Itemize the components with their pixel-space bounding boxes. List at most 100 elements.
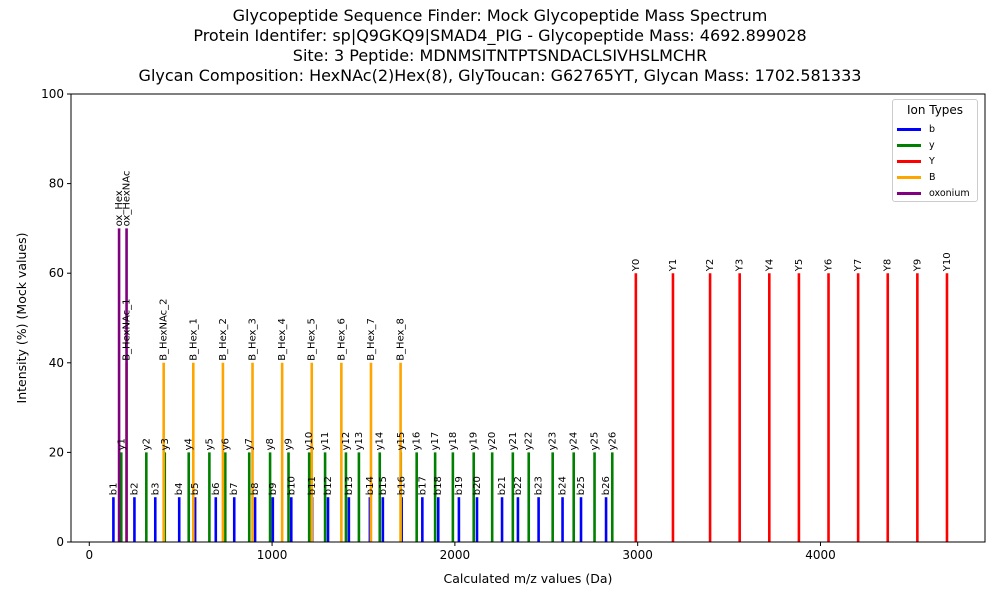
bar-label-b24: b24 xyxy=(558,476,569,495)
bar-label-y5: y5 xyxy=(204,438,215,450)
bars-layer xyxy=(112,228,949,542)
chart-title: Glycopeptide Sequence Finder: Mock Glyco… xyxy=(0,6,1000,86)
legend-item-Y: Y xyxy=(893,153,977,169)
legend-item-y: y xyxy=(893,137,977,153)
bar-label-B_HexNAc_2: B_HexNAc_2 xyxy=(159,299,170,361)
bar-label-b25: b25 xyxy=(576,476,587,495)
bar-label-Y3: Y3 xyxy=(735,259,746,272)
bar-label-Y7: Y7 xyxy=(853,259,864,272)
bar-label-y12: y12 xyxy=(341,432,352,451)
legend-swatch-oxonium xyxy=(897,191,921,195)
bar-label-y23: y23 xyxy=(548,432,559,451)
bar-label-Y9: Y9 xyxy=(912,259,923,272)
bar-label-y7: y7 xyxy=(244,438,255,450)
bar-label-b18: b18 xyxy=(433,476,444,495)
legend-swatch-b xyxy=(897,127,921,131)
bar-label-B_Hex_1: B_Hex_1 xyxy=(188,318,199,361)
legend-label-Y: Y xyxy=(929,155,935,167)
bar-label-b3: b3 xyxy=(150,482,161,495)
y-tick-label: 0 xyxy=(56,535,64,549)
bar-label-y6: y6 xyxy=(220,438,231,450)
bar-label-b26: b26 xyxy=(601,476,612,495)
bar-label-y15: y15 xyxy=(396,432,407,451)
bar-label-y21: y21 xyxy=(508,432,519,451)
bar-label-B_Hex_6: B_Hex_6 xyxy=(336,318,347,361)
bar-label-b13: b13 xyxy=(344,476,355,495)
bar-label-y11: y11 xyxy=(320,432,331,451)
x-tick-label: 0 xyxy=(85,548,93,562)
bar-label-b2: b2 xyxy=(129,482,140,495)
bar-label-Y0: Y0 xyxy=(631,259,642,272)
legend-swatch-y xyxy=(897,143,921,147)
bar-label-y22: y22 xyxy=(524,432,535,451)
bar-label-b14: b14 xyxy=(365,476,376,495)
ticks-layer: 0 1000 2000 3000 4000 0 20 40 60 80 100 xyxy=(41,87,836,562)
bar-label-y13: y13 xyxy=(354,432,365,451)
bar-label-y17: y17 xyxy=(430,432,441,451)
bar-label-y1: y1 xyxy=(116,438,127,450)
legend-label-y: y xyxy=(929,139,935,151)
bar-label-y4: y4 xyxy=(184,438,195,450)
bar-label-Y10: Y10 xyxy=(942,252,953,272)
title-line-1: Glycopeptide Sequence Finder: Mock Glyco… xyxy=(232,6,768,25)
x-tick-label: 2000 xyxy=(440,548,471,562)
bar-label-b15: b15 xyxy=(378,476,389,495)
bar-label-b11: b11 xyxy=(307,476,318,495)
bar-label-Y4: Y4 xyxy=(764,259,775,272)
bar-label-ox_HexNAc: ox_HexNAc xyxy=(122,171,133,227)
bar-label-y9: y9 xyxy=(284,438,295,450)
bar-label-Y8: Y8 xyxy=(883,259,894,272)
y-tick-label: 40 xyxy=(49,356,64,370)
bar-label-b1: b1 xyxy=(108,482,119,495)
bar-label-y18: y18 xyxy=(448,432,459,451)
y-tick-label: 80 xyxy=(49,177,64,191)
x-tick-label: 1000 xyxy=(257,548,288,562)
bar-label-y2: y2 xyxy=(141,438,152,450)
bar-label-y25: y25 xyxy=(590,432,601,451)
x-axis-label: Calculated m/z values (Da) xyxy=(444,571,613,586)
bar-label-ox_Hex: ox_Hex xyxy=(114,190,125,226)
legend-title: Ion Types xyxy=(906,103,964,117)
bar-label-Y1: Y1 xyxy=(668,259,679,272)
y-axis-label: Intensity (%) (Mock values) xyxy=(14,233,29,404)
legend-swatch-Y xyxy=(897,159,921,163)
bar-label-b17: b17 xyxy=(417,476,428,495)
bar-label-b21: b21 xyxy=(497,476,508,495)
legend-item-b: b xyxy=(893,121,977,137)
bar-label-B_Hex_3: B_Hex_3 xyxy=(248,318,259,361)
bar-label-B_Hex_8: B_Hex_8 xyxy=(396,318,407,361)
title-line-2: Protein Identifer: sp|Q9GKQ9|SMAD4_PIG -… xyxy=(193,26,807,45)
bar-label-b8: b8 xyxy=(250,482,261,495)
axes-frame xyxy=(70,93,986,543)
bar-label-b22: b22 xyxy=(513,476,524,495)
legend-label-b: b xyxy=(929,123,936,135)
bar-label-y26: y26 xyxy=(607,432,618,451)
bar-label-Y6: Y6 xyxy=(824,259,835,272)
bar-label-B_Hex_5: B_Hex_5 xyxy=(307,318,318,361)
bar-label-y19: y19 xyxy=(469,432,480,451)
bar-label-b10: b10 xyxy=(286,476,297,495)
legend-item-B: B xyxy=(893,169,977,185)
title-line-3: Site: 3 Peptide: MDNMSITNTPTSNDACLSIVHSL… xyxy=(292,46,708,65)
legend-label-oxonium: oxonium xyxy=(929,187,970,199)
bar-label-B_Hex_7: B_Hex_7 xyxy=(366,318,377,361)
bar-label-y10: y10 xyxy=(304,432,315,451)
bar-label-b4: b4 xyxy=(174,482,185,495)
bar-label-B_HexNAc_1: B_HexNAc_1 xyxy=(122,299,133,361)
legend-label-B: B xyxy=(929,171,936,183)
bar-label-y8: y8 xyxy=(265,438,276,450)
legend-item-oxonium: oxonium xyxy=(893,185,977,201)
bar-label-B_Hex_4: B_Hex_4 xyxy=(277,318,288,361)
x-tick-label: 4000 xyxy=(805,548,836,562)
bar-label-y3: y3 xyxy=(160,438,171,450)
bar-label-B_Hex_2: B_Hex_2 xyxy=(218,318,229,361)
title-line-4: Glycan Composition: HexNAc(2)Hex(8), Gly… xyxy=(138,66,862,85)
bar-label-Y5: Y5 xyxy=(794,259,805,272)
y-tick-label: 60 xyxy=(49,266,64,280)
bar-label-b9: b9 xyxy=(268,482,279,495)
y-tick-label: 100 xyxy=(41,87,64,101)
legend: Ion Types b y Y B oxonium xyxy=(892,99,978,202)
bar-label-b12: b12 xyxy=(323,476,334,495)
